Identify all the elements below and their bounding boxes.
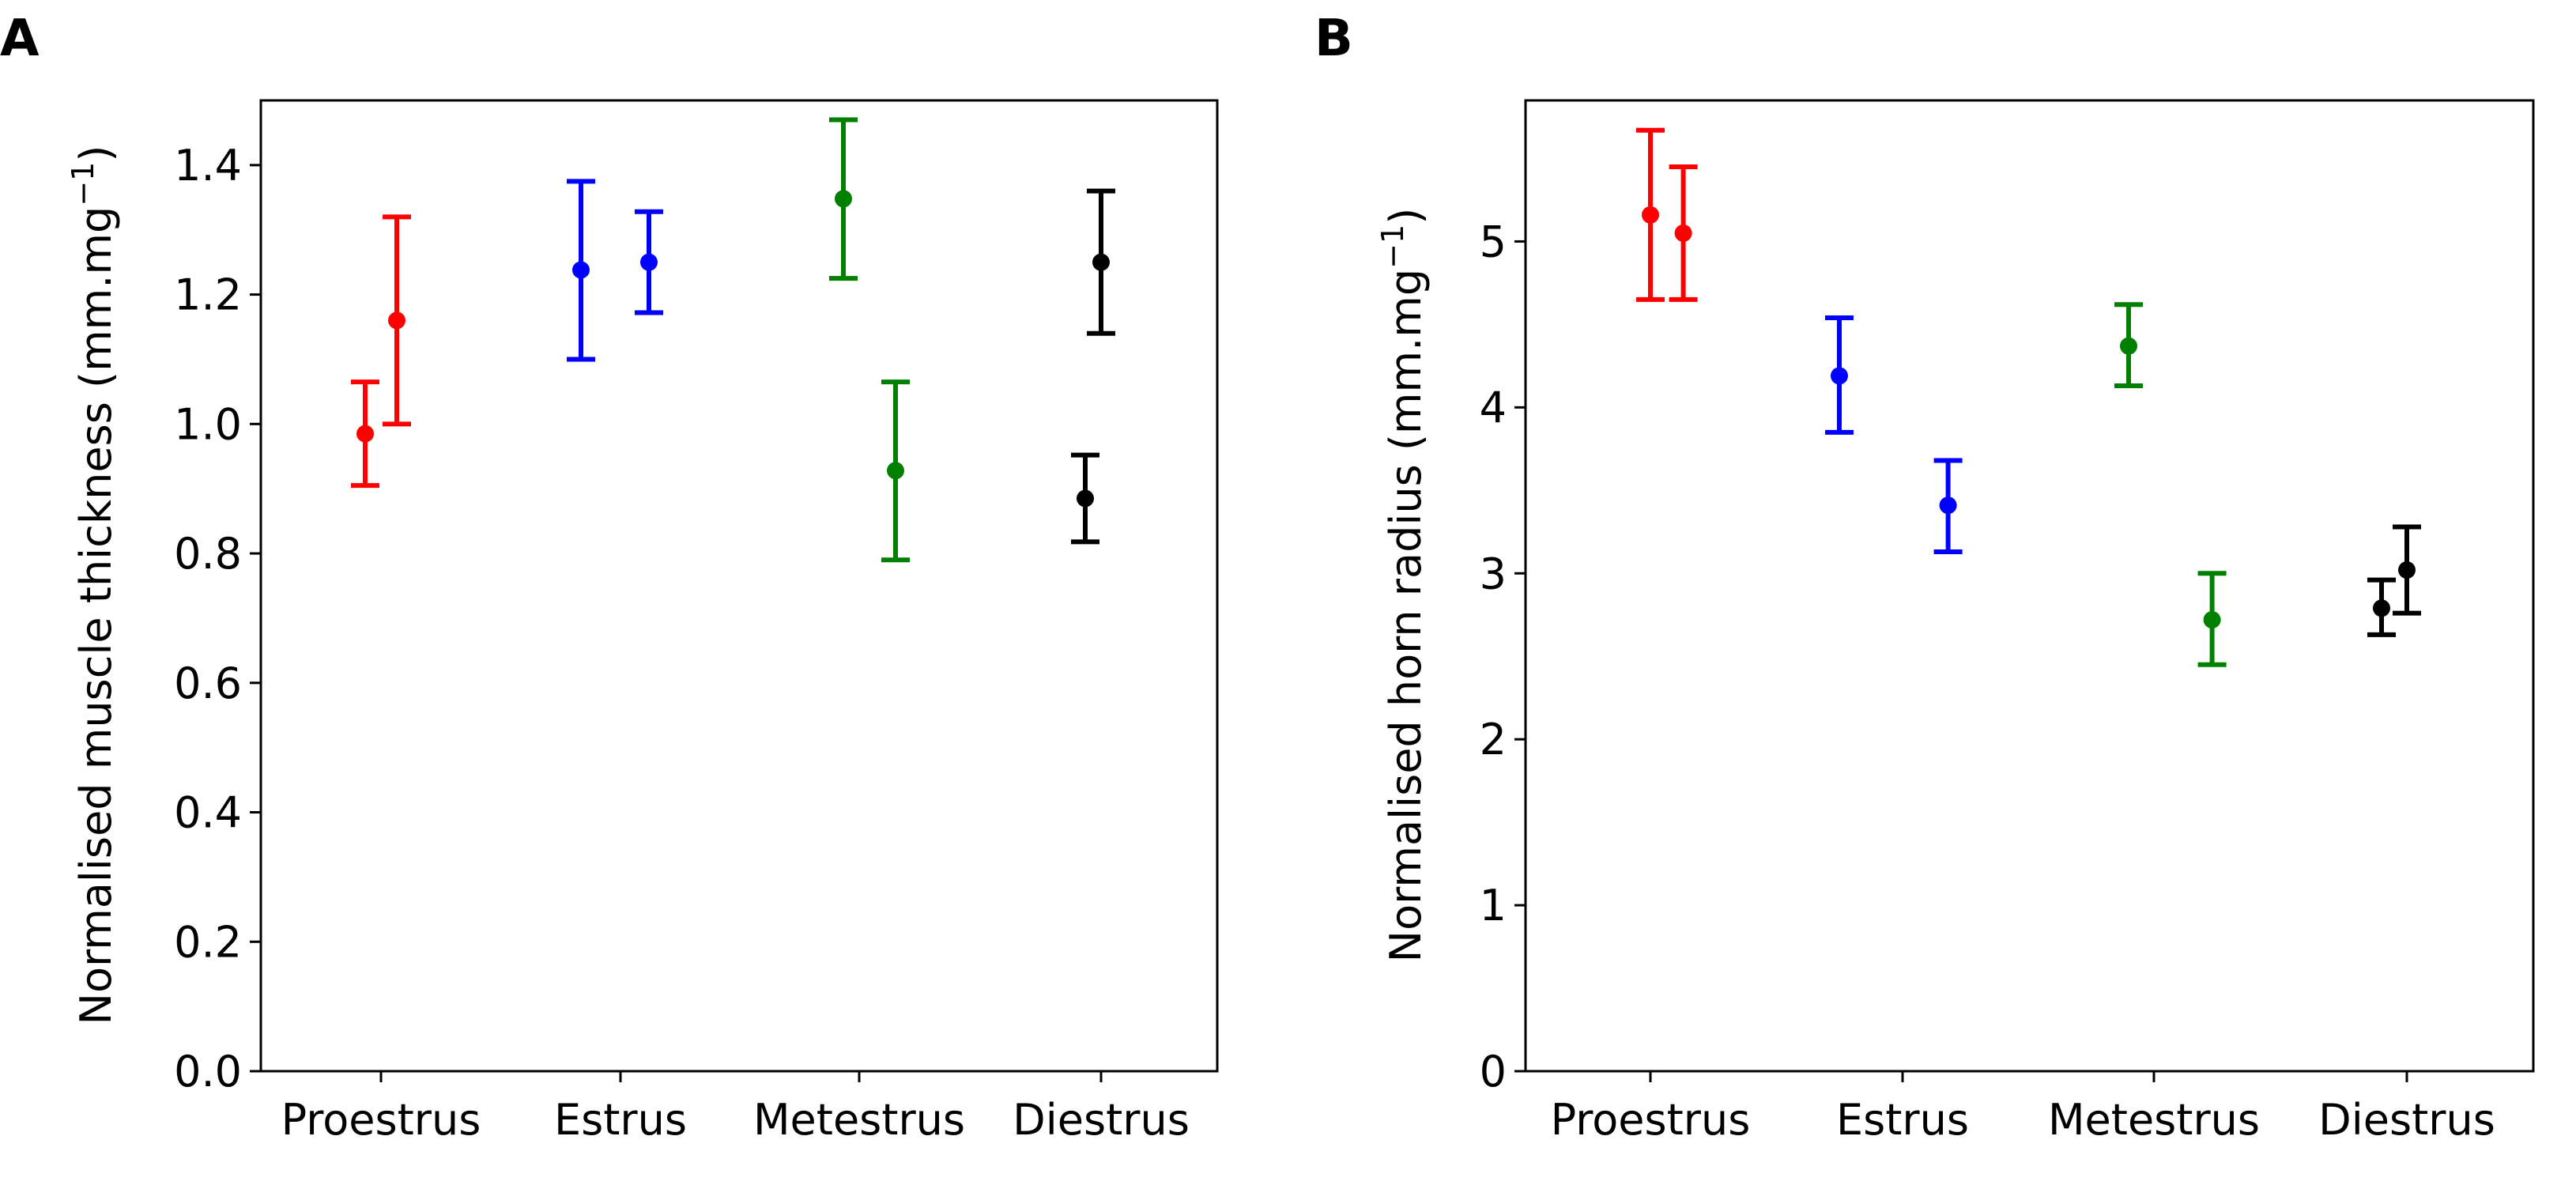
chartb-y-tick-label: 4 xyxy=(1480,383,1507,432)
chartb-data-point xyxy=(1642,206,1659,224)
chartb-data-point xyxy=(1831,367,1848,385)
charta-data-point xyxy=(1092,253,1110,271)
chartb-x-tick-label: Diestrus xyxy=(2318,1095,2495,1145)
charta-y-tick-label: 0.0 xyxy=(174,1047,242,1096)
chartb-y-tick-label: 0 xyxy=(1480,1047,1507,1096)
chartb-y-tick-label: 5 xyxy=(1480,217,1507,266)
chartb-x-tick-label: Estrus xyxy=(1836,1095,1969,1145)
chartb-plot-frame xyxy=(1524,99,2535,1073)
charta-data-point xyxy=(1077,489,1094,508)
panel-label-a: A xyxy=(0,9,40,68)
chartb-y-axis-label: Normalised horn radius (mm.mg−1) xyxy=(1375,208,1431,963)
chart-b: 0 1 2 3 4 5 Proestrus Estrus Metestrus Diestrus No… xyxy=(1375,99,2535,1145)
charta-errorbar-point xyxy=(635,209,663,315)
charta-x-tick-label: Proestrus xyxy=(281,1095,481,1145)
chartb-data-point xyxy=(2373,599,2390,617)
charta-y-axis-label: Normalised muscle thickness (mm.mg−1) xyxy=(66,145,121,1025)
chartb-errorbar-point xyxy=(2393,524,2421,616)
charta-errorbar-point xyxy=(881,379,910,563)
charta-x-tick-label: Estrus xyxy=(554,1095,687,1145)
chartb-errorbar-point xyxy=(1825,315,1854,435)
charta-data-point xyxy=(356,425,374,443)
charta-x-tick-label: Metestrus xyxy=(753,1095,965,1145)
chartb-errorbar-point xyxy=(2197,571,2227,667)
chartb-errorbar-point xyxy=(1636,127,1665,302)
charta-errorbar-point xyxy=(1087,188,1115,336)
charta-data-point xyxy=(640,253,658,271)
panel-label-b: B xyxy=(1314,9,1353,68)
chartb-y-tick-label: 3 xyxy=(1480,549,1507,598)
chartb-x-tick-label: Proestrus xyxy=(1551,1095,1751,1145)
chartb-errorbar-point xyxy=(2367,577,2396,637)
charta-data-point xyxy=(887,462,904,480)
charta-y-tick-label: 0.4 xyxy=(174,788,242,838)
charta-y-tick-label: 1.0 xyxy=(174,399,242,449)
charta-x-tick-label: Diestrus xyxy=(1013,1095,1190,1145)
chartb-errorbar-point xyxy=(1933,458,1963,554)
chartb-data-point xyxy=(2203,611,2221,629)
charta-y-tick-label: 0.6 xyxy=(174,659,242,708)
charta-errorbar-point xyxy=(383,214,411,427)
chartb-y-tick-label: 2 xyxy=(1480,715,1507,764)
chart-a: 0.0 0.2 0.4 0.6 0.8 1.0 1.2 1.4 Proestrus Estrus M… xyxy=(66,99,1219,1145)
charta-y-tick-label: 0.8 xyxy=(174,529,242,579)
chartb-errorbar-point xyxy=(1669,164,1698,302)
chartb-data-point xyxy=(2398,561,2416,579)
charta-errorbar-point xyxy=(567,179,595,362)
chartb-data-point xyxy=(2120,337,2137,355)
charta-data-point xyxy=(388,311,405,330)
charta-y-tick-label: 1.4 xyxy=(174,141,242,191)
chartb-y-tick-label: 1 xyxy=(1480,881,1507,930)
charta-y-tick-label: 0.2 xyxy=(174,917,242,967)
chartb-data-point xyxy=(1939,496,1957,515)
charta-plot-frame xyxy=(259,99,1219,1073)
charta-data-point xyxy=(572,261,590,279)
charta-y-tick-label: 1.2 xyxy=(174,270,242,320)
charta-errorbar-point xyxy=(1071,452,1099,545)
chartb-data-point xyxy=(1674,224,1692,242)
chartb-x-tick-label: Metestrus xyxy=(2048,1095,2260,1145)
charta-data-point xyxy=(835,190,852,208)
chartb-errorbar-point xyxy=(2114,302,2143,389)
charta-errorbar-point xyxy=(351,379,379,489)
charta-errorbar-point xyxy=(829,117,858,281)
